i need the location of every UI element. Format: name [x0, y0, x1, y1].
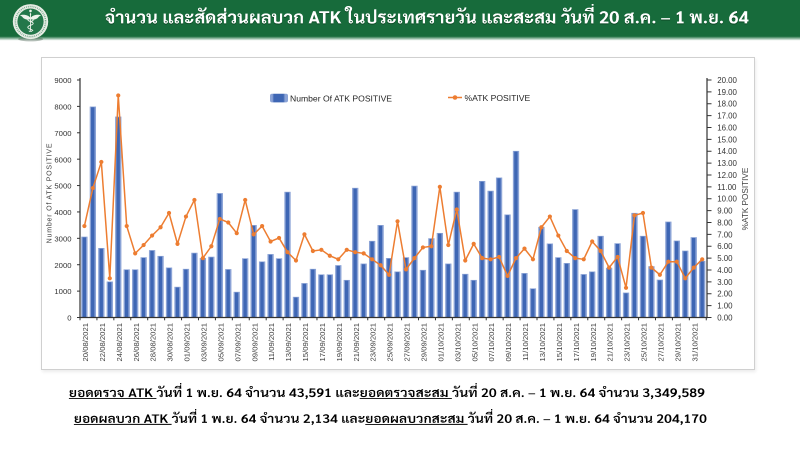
svg-text:29/10/2021: 29/10/2021	[673, 323, 682, 361]
svg-text:27/09/2021: 27/09/2021	[403, 323, 412, 361]
svg-text:2.00: 2.00	[717, 290, 733, 299]
svg-text:14.00: 14.00	[717, 147, 737, 156]
svg-text:22/08/2021: 22/08/2021	[98, 323, 107, 361]
svg-text:1.00: 1.00	[717, 302, 733, 311]
svg-text:11/09/2021: 11/09/2021	[267, 323, 276, 361]
svg-text:0: 0	[67, 314, 71, 323]
svg-text:25/09/2021: 25/09/2021	[386, 323, 395, 361]
svg-text:3.00: 3.00	[717, 278, 733, 287]
svg-text:05/09/2021: 05/09/2021	[216, 323, 225, 361]
svg-text:31/10/2021: 31/10/2021	[690, 323, 699, 361]
svg-text:20.00: 20.00	[717, 76, 737, 85]
svg-text:09/09/2021: 09/09/2021	[250, 323, 259, 361]
svg-text:4000: 4000	[54, 208, 71, 217]
svg-text:18.00: 18.00	[717, 100, 737, 109]
svg-text:28/08/2021: 28/08/2021	[149, 323, 158, 361]
svg-text:13.00: 13.00	[717, 159, 737, 168]
svg-text:19/09/2021: 19/09/2021	[335, 323, 344, 361]
svg-text:13/10/2021: 13/10/2021	[538, 323, 547, 361]
svg-text:6.00: 6.00	[717, 242, 733, 251]
svg-text:15/10/2021: 15/10/2021	[555, 323, 564, 361]
svg-text:12.00: 12.00	[717, 171, 737, 180]
svg-text:3000: 3000	[54, 234, 71, 243]
svg-text:5.00: 5.00	[717, 254, 733, 263]
svg-text:17/10/2021: 17/10/2021	[572, 323, 581, 361]
svg-text:7000: 7000	[54, 129, 71, 138]
svg-text:2000: 2000	[54, 261, 71, 270]
svg-text:19.00: 19.00	[717, 88, 737, 97]
svg-text:09/10/2021: 09/10/2021	[504, 323, 513, 361]
svg-text:9.00: 9.00	[717, 207, 733, 216]
svg-text:Number Of ATK POSITIVE: Number Of ATK POSITIVE	[290, 94, 392, 104]
svg-text:25/10/2021: 25/10/2021	[640, 323, 649, 361]
svg-text:15/09/2021: 15/09/2021	[301, 323, 310, 361]
svg-text:27/10/2021: 27/10/2021	[656, 323, 665, 361]
svg-text:Number Of ATK POSITIVE: Number Of ATK POSITIVE	[47, 143, 54, 244]
svg-text:7.00: 7.00	[717, 230, 733, 239]
svg-text:01/10/2021: 01/10/2021	[436, 323, 445, 361]
svg-text:17/09/2021: 17/09/2021	[318, 323, 327, 361]
svg-text:11.00: 11.00	[717, 183, 737, 192]
svg-text:01/09/2021: 01/09/2021	[183, 323, 192, 361]
svg-text:19/10/2021: 19/10/2021	[589, 323, 598, 361]
svg-text:05/10/2021: 05/10/2021	[470, 323, 479, 361]
svg-text:23/09/2021: 23/09/2021	[369, 323, 378, 361]
svg-text:21/09/2021: 21/09/2021	[352, 323, 361, 361]
svg-text:23/10/2021: 23/10/2021	[623, 323, 632, 361]
svg-text:03/09/2021: 03/09/2021	[199, 323, 208, 361]
svg-text:%ATK POSITIVE: %ATK POSITIVE	[465, 93, 531, 103]
svg-text:8.00: 8.00	[717, 218, 733, 227]
svg-text:4.00: 4.00	[717, 266, 733, 275]
svg-text:%ATK POSITIVE: %ATK POSITIVE	[741, 167, 750, 230]
svg-text:21/10/2021: 21/10/2021	[606, 323, 615, 361]
svg-text:0.00: 0.00	[717, 313, 733, 322]
svg-text:11/10/2021: 11/10/2021	[521, 323, 530, 361]
svg-text:24/08/2021: 24/08/2021	[115, 323, 124, 361]
svg-text:10.00: 10.00	[717, 195, 737, 204]
svg-text:07/10/2021: 07/10/2021	[487, 323, 496, 361]
svg-text:15.00: 15.00	[717, 135, 737, 144]
svg-text:1000: 1000	[54, 287, 71, 296]
svg-text:07/09/2021: 07/09/2021	[233, 323, 242, 361]
svg-text:29/09/2021: 29/09/2021	[420, 323, 429, 361]
svg-text:9000: 9000	[54, 76, 71, 85]
svg-text:17.00: 17.00	[717, 112, 737, 121]
svg-text:03/10/2021: 03/10/2021	[453, 323, 462, 361]
svg-text:5000: 5000	[54, 182, 71, 191]
svg-text:20/08/2021: 20/08/2021	[81, 323, 90, 361]
svg-text:30/08/2021: 30/08/2021	[166, 323, 175, 361]
svg-text:13/09/2021: 13/09/2021	[284, 323, 293, 361]
svg-text:8000: 8000	[54, 102, 71, 111]
svg-text:16.00: 16.00	[717, 123, 737, 132]
svg-text:26/08/2021: 26/08/2021	[132, 323, 141, 361]
svg-text:6000: 6000	[54, 155, 71, 164]
